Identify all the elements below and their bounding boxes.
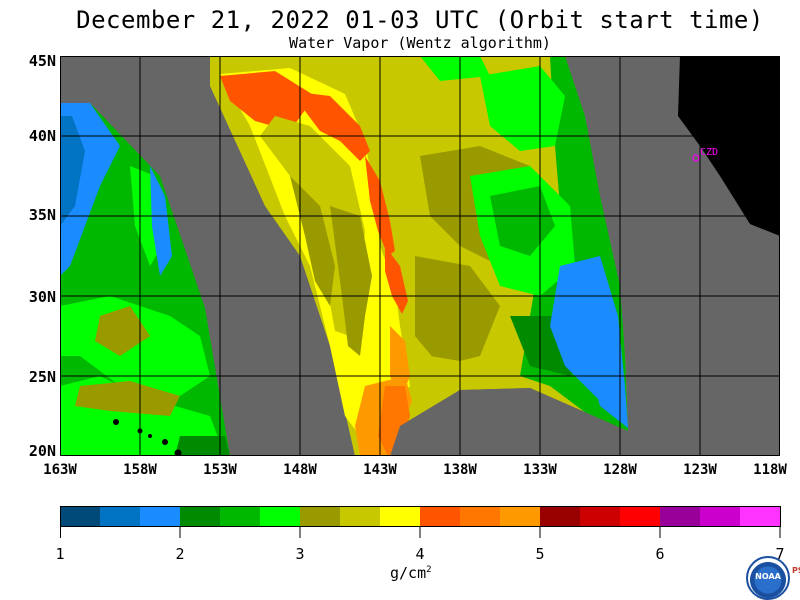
colorbar-label-6: 6 <box>655 545 665 563</box>
lat-label-30n: 30N <box>28 288 56 306</box>
colorbar-swatch <box>420 506 461 526</box>
lat-label-35n: 35N <box>28 206 56 224</box>
colorbar-label-1: 1 <box>55 545 65 563</box>
colorbar-swatch <box>580 506 621 526</box>
colorbar-swatch <box>340 506 381 526</box>
lon-label-163w: 163W <box>43 462 77 478</box>
grid-lines <box>60 56 780 456</box>
colorbar-swatch <box>300 506 341 526</box>
station-marker: CZD <box>692 147 718 162</box>
colorbar-label-3: 3 <box>295 545 305 563</box>
lon-label-143w: 143W <box>363 462 397 478</box>
lat-label-20n: 20N <box>28 442 56 460</box>
lon-label-148w: 148W <box>283 462 317 478</box>
center-swath <box>210 56 628 456</box>
colorbar-swatch <box>180 506 221 526</box>
colorbar-swatch <box>60 506 101 526</box>
colorbar-swatch <box>700 506 741 526</box>
colorbar-label-2: 2 <box>175 545 185 563</box>
water-vapor-map: CZD <box>60 56 780 456</box>
lat-label-45n: 45N <box>28 52 56 70</box>
colorbar-swatch <box>540 506 581 526</box>
no-data-gap <box>390 388 640 456</box>
colorbar-unit-exponent: 2 <box>426 565 432 575</box>
colorbar-label-4: 4 <box>415 545 425 563</box>
station-label: CZD <box>700 147 718 158</box>
colorbar-ticks <box>60 526 781 538</box>
station-icon <box>692 154 700 162</box>
colorbar <box>60 506 781 538</box>
lon-label-123w: 123W <box>683 462 717 478</box>
colorbar-swatch <box>380 506 421 526</box>
colorbar-swatch <box>620 506 661 526</box>
colorbar-swatch <box>260 506 301 526</box>
colorbar-swatch <box>140 506 181 526</box>
colorbar-unit-text: g/cm <box>390 564 427 582</box>
lat-label-25n: 25N <box>28 368 56 386</box>
lon-label-153w: 153W <box>203 462 237 478</box>
lon-label-133w: 133W <box>523 462 557 478</box>
colorbar-label-5: 5 <box>535 545 545 563</box>
map-frame <box>60 56 780 456</box>
colorbar-label-7: 7 <box>775 545 785 563</box>
colorbar-swatch <box>500 506 541 526</box>
land-mass <box>678 56 780 236</box>
colorbar-swatch <box>660 506 701 526</box>
lon-label-138w: 138W <box>443 462 477 478</box>
colorbar-swatch <box>100 506 141 526</box>
psl-logo-text: PSL <box>792 566 800 575</box>
map-subtitle: Water Vapor (Wentz algorithm) <box>289 34 551 52</box>
lon-label-118w: 118W <box>753 462 787 478</box>
colorbar-swatches <box>60 506 781 526</box>
colorbar-swatch <box>220 506 261 526</box>
colorbar-swatch <box>740 506 781 526</box>
noaa-logo-text: NOAA <box>755 572 781 581</box>
lon-label-158w: 158W <box>123 462 157 478</box>
map-title: December 21, 2022 01-03 UTC (Orbit start… <box>76 6 764 34</box>
colorbar-unit: g/cm2 <box>390 564 432 582</box>
noaa-logo: NOAA <box>746 556 790 600</box>
colorbar-swatch <box>460 506 501 526</box>
lat-label-40n: 40N <box>28 127 56 145</box>
lon-label-128w: 128W <box>603 462 637 478</box>
